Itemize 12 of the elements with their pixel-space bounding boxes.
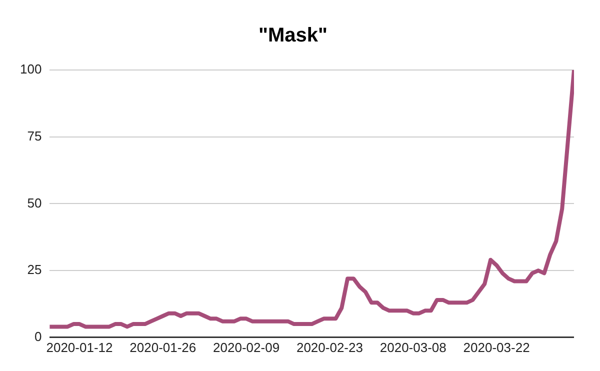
y-tick-label: 0 [34,328,42,344]
y-tick-label: 50 [27,195,42,210]
x-tick-label: 2020-01-12 [46,340,113,355]
x-tick-label: 2020-02-23 [296,340,363,355]
y-tick-label: 25 [27,262,42,278]
y-tick-label: 100 [20,62,42,77]
x-tick-label: 2020-01-26 [130,340,196,355]
y-tick-label: 75 [27,128,42,144]
chart-title: "Mask" [258,24,328,47]
x-tick-label: 2020-03-22 [463,340,530,355]
x-tick-label: 2020-02-09 [213,340,280,355]
x-tick-label: 2020-03-08 [380,340,446,355]
